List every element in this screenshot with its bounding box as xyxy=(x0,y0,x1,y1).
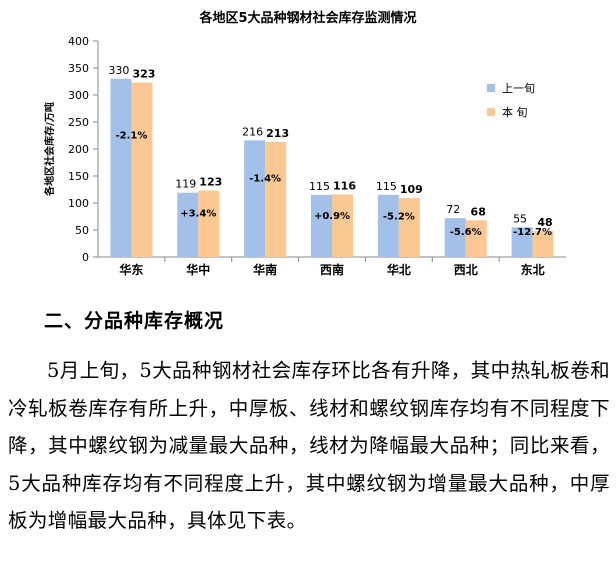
data-label-prev: 216 xyxy=(242,125,263,138)
data-label-prev: 115 xyxy=(309,180,330,193)
x-tick-label: 华中 xyxy=(186,262,210,277)
data-label-current: 68 xyxy=(471,205,486,218)
bar-prev xyxy=(511,227,533,257)
y-tick-label: 0 xyxy=(82,251,89,264)
change-label: -12.7% xyxy=(513,227,552,238)
y-tick-label: 250 xyxy=(68,116,89,129)
change-label: +0.9% xyxy=(314,211,350,222)
change-label: -2.1% xyxy=(115,130,147,141)
bar-prev xyxy=(110,78,132,257)
y-tick-label: 350 xyxy=(68,62,89,75)
legend-label: 本 旬 xyxy=(502,105,528,119)
chart-svg: 各地区5大品种钢材社会库存监测情况 0 50 100 150 200 250 300 350 40… xyxy=(43,10,566,277)
x-tick-label: 西北 xyxy=(454,262,478,277)
bar-current xyxy=(398,198,420,257)
data-label-prev: 330 xyxy=(108,64,129,77)
bar-prev xyxy=(244,140,266,257)
y-tick-label: 100 xyxy=(68,197,89,210)
data-label-prev: 55 xyxy=(513,212,527,225)
bar-current xyxy=(532,231,554,257)
change-label: -5.2% xyxy=(383,212,415,223)
data-label-current: 48 xyxy=(537,216,552,229)
change-label: -1.4% xyxy=(249,173,281,184)
x-tick-label: 东北 xyxy=(521,262,545,277)
bar-prev xyxy=(311,194,332,257)
data-label-prev: 115 xyxy=(376,180,397,193)
data-label-current: 116 xyxy=(333,179,356,192)
bar-prev xyxy=(177,192,199,257)
bar-current xyxy=(265,141,287,257)
data-label-current: 213 xyxy=(266,127,289,140)
x-tick-label: 华南 xyxy=(253,262,277,277)
x-tick-label: 华东 xyxy=(119,262,143,277)
bar-current xyxy=(198,190,220,257)
y-tick-label: 200 xyxy=(68,143,89,156)
x-tick-label: 西南 xyxy=(320,262,344,277)
change-label: -5.6% xyxy=(450,227,482,238)
bar-prev xyxy=(444,218,466,257)
bar-prev xyxy=(377,194,399,257)
data-label-current: 123 xyxy=(199,176,222,189)
chart-title: 各地区5大品种钢材社会库存监测情况 xyxy=(198,10,416,26)
legend-label: 上一旬 xyxy=(502,82,535,95)
y-tick-label: 300 xyxy=(68,89,89,102)
legend-swatch xyxy=(487,108,495,116)
legend-swatch xyxy=(487,84,495,92)
y-axis-label: 各地区社会库存/万吨 xyxy=(43,102,56,197)
x-tick-label: 华北 xyxy=(387,262,411,277)
bar-current xyxy=(465,220,487,257)
y-tick-label: 150 xyxy=(68,170,89,183)
data-label-current: 109 xyxy=(400,183,423,196)
bar-current xyxy=(332,194,353,257)
inventory-bar-chart: 各地区5大品种钢材社会库存监测情况 0 50 100 150 200 250 300 350 40… xyxy=(43,10,566,277)
change-label: +3.4% xyxy=(180,209,216,220)
section-heading: 二、分品种库存概况 xyxy=(44,310,225,332)
body-paragraph: 5月上旬，5大品种钢材社会库存环比各有升降，其中热轧板卷和冷轧板卷库存有所上升，… xyxy=(8,359,610,533)
y-tick-label: 400 xyxy=(68,35,89,48)
y-tick-label: 50 xyxy=(75,224,89,237)
data-label-prev: 119 xyxy=(175,178,196,191)
bar-current xyxy=(131,82,153,257)
data-label-current: 323 xyxy=(132,68,155,81)
data-label-prev: 72 xyxy=(446,203,460,216)
